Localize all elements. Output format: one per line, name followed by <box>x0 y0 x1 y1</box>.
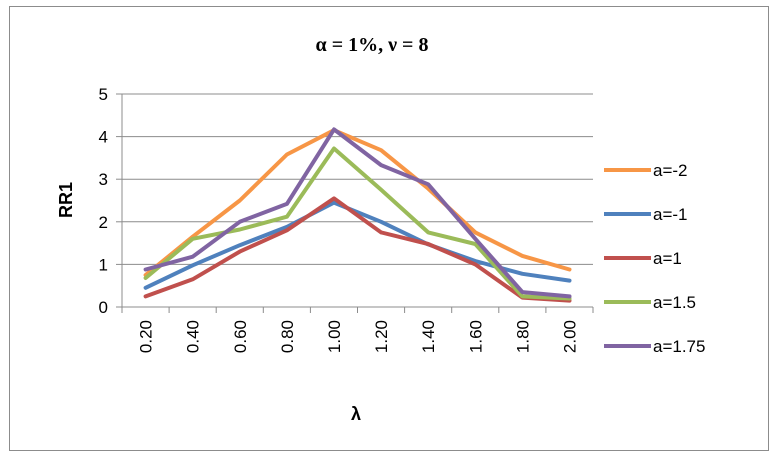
legend-label-1: a=-2 <box>653 161 688 180</box>
legend-label-5: a=1.75 <box>653 337 705 356</box>
y-axis-label: RR1 <box>56 182 76 218</box>
series-line-4 <box>143 146 572 301</box>
chart-title: α = 1%, ν = 8 <box>316 34 429 56</box>
legend: a=-2 a=-1 a=1 a=1.5 a=1.75 <box>604 161 705 356</box>
legend-label-2: a=-1 <box>653 205 688 224</box>
series-line-1 <box>143 128 572 278</box>
x-tick-label: 1.40 <box>419 320 438 353</box>
gridlines <box>122 93 593 265</box>
x-tick-label: 1.60 <box>466 320 485 353</box>
series-line-3 <box>143 196 572 303</box>
y-tick-label: 4 <box>99 128 108 147</box>
y-axis-ticks: 0 1 2 3 4 5 <box>99 85 122 317</box>
series-line-5 <box>143 127 572 299</box>
axes <box>121 94 593 308</box>
x-tick-label: 0.80 <box>278 320 297 353</box>
y-tick-label: 2 <box>99 213 108 232</box>
chart-frame <box>9 6 769 451</box>
y-tick-label: 0 <box>99 298 108 317</box>
legend-label-4: a=1.5 <box>653 293 696 312</box>
legend-label-3: a=1 <box>653 249 682 268</box>
y-tick-label: 5 <box>99 85 108 104</box>
x-tick-label: 1.80 <box>513 320 532 353</box>
x-axis-label: λ <box>351 404 361 424</box>
x-tick-label: 1.00 <box>325 320 344 353</box>
y-tick-label: 3 <box>99 170 108 189</box>
x-tick-label: 0.40 <box>184 320 203 353</box>
x-tick-label: 1.20 <box>372 320 391 353</box>
y-tick-label: 1 <box>99 255 108 274</box>
x-tick-label: 0.20 <box>137 320 156 353</box>
x-axis-ticks: 0.20 0.40 0.60 0.80 1.00 1.20 1.40 1.60 1.80 2.00 <box>121 307 594 353</box>
x-tick-label: 2.00 <box>560 320 579 353</box>
x-tick-label: 0.60 <box>231 320 250 353</box>
series-lines <box>143 127 572 303</box>
